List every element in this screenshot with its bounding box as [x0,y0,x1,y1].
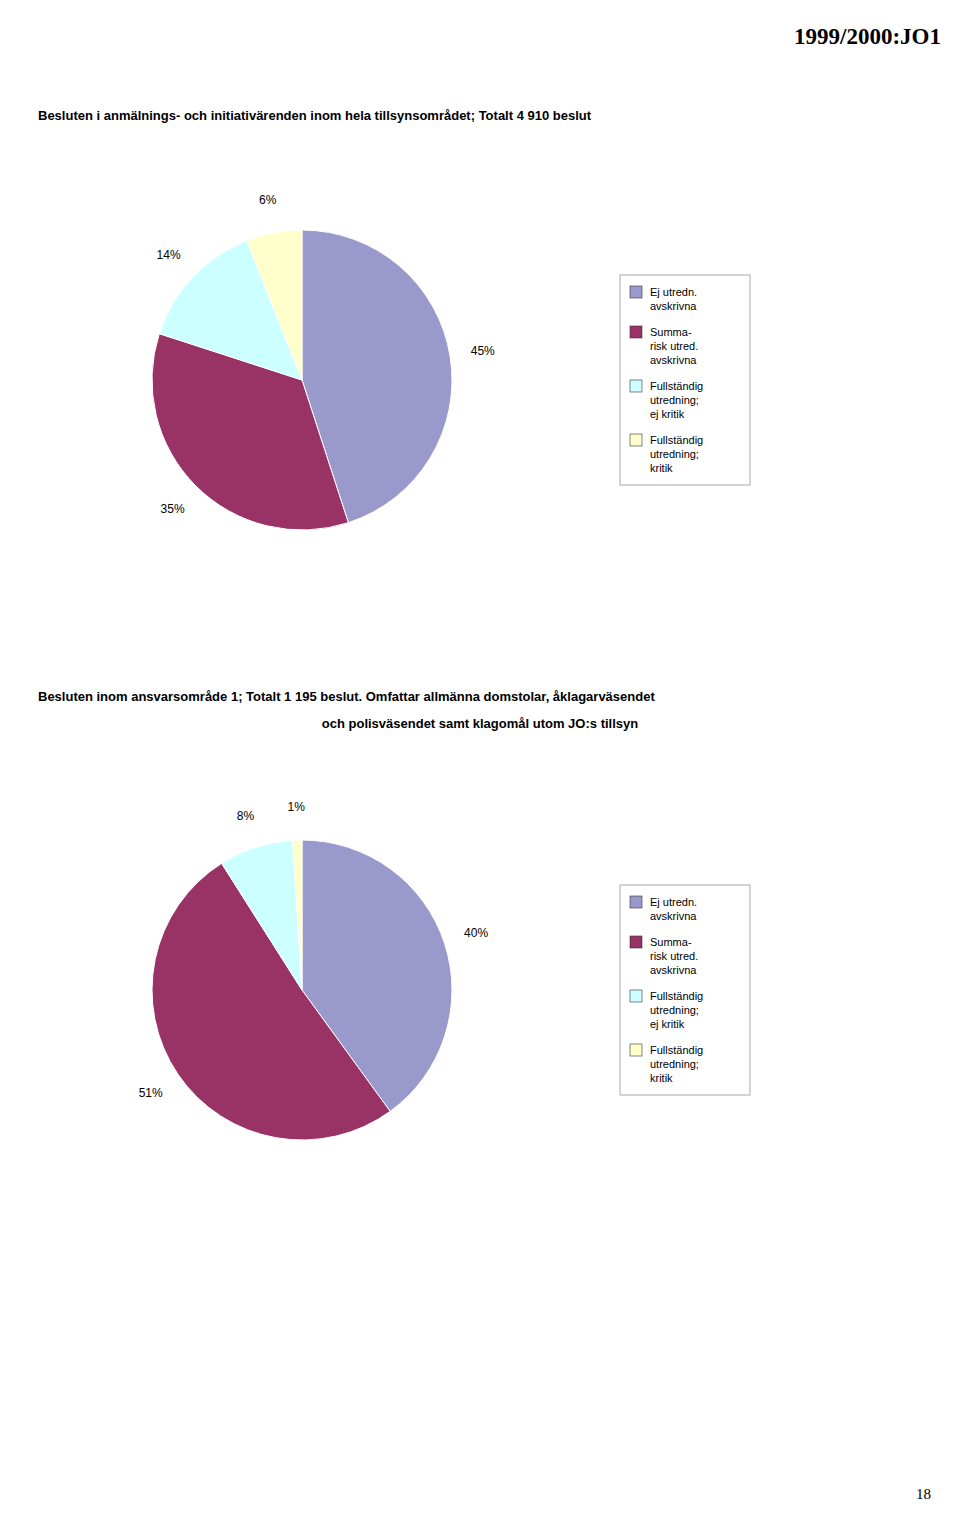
pie-slice [247,230,302,380]
chart-subtitle: och polisväsendet samt klagomål utom JO:… [322,716,638,731]
legend: Ej utredn. avskrivna Summa-risk utred. avsk… [620,885,750,1095]
legend-item: Fullständig utredning; ej kritik [630,380,703,420]
legend-frame [620,885,750,1095]
legend-item: Fullständig utredning; ej kritik [630,990,703,1030]
data-label: 6% [259,193,277,207]
legend-label-line: Summa- [650,936,692,948]
chart-title: Besluten inom ansvarsområde 1; Totalt 1 … [38,689,655,704]
header: 1999/2000:JO1 [794,24,941,49]
page: 1999/2000:JO1 18 Besluten i anmälnings- oc… [0,0,960,1517]
legend-frame [620,275,750,485]
legend-label-line: avskrivna [650,354,697,366]
legend-label-line: Summa- [650,326,692,338]
legend-swatch [630,326,642,338]
legend-label-line: avskrivna [650,964,697,976]
legend-label-line: utredning; [650,448,699,460]
legend-label-line: avskrivna [650,910,697,922]
legend-label-line: risk utred. [650,950,698,962]
legend-label-line: Fullständig [650,380,703,392]
legend-label-line: ej kritik [650,408,685,420]
legend-item: Summa-risk utred. avskrivna [630,326,698,366]
legend-label-line: risk utred. [650,340,698,352]
data-label: 51% [139,1086,163,1100]
data-label: 45% [471,344,495,358]
legend-item: Fullständig utredning; kritik [630,434,703,474]
legend-label-line: Ej utredn. [650,286,697,298]
legend-label-line: Fullständig [650,990,703,1002]
pie-slice [293,840,302,990]
legend-label: Ej utredn. avskrivna [650,896,697,922]
data-label: 1% [288,800,306,814]
legend-label-line: kritik [650,462,673,474]
data-label: 8% [237,809,255,823]
legend: Ej utredn. avskrivna Summa-risk utred. avsk… [620,275,750,485]
legend-item: Summa-risk utred. avskrivna [630,936,698,976]
legend-swatch [630,380,642,392]
legend-swatch [630,286,642,298]
legend-label: Fullständig utredning; ej kritik [650,990,703,1030]
page-number: 18 [916,1486,931,1502]
chart: Besluten i anmälnings- och initiativären… [38,108,750,530]
legend-swatch [630,936,642,948]
chart: Besluten inom ansvarsområde 1; Totalt 1 … [38,689,750,1140]
legend-item: Fullständig utredning; kritik [630,1044,703,1084]
legend-label: Summa-risk utred. avskrivna [650,326,698,366]
legend-label: Fullständig utredning; kritik [650,434,703,474]
data-label: 35% [161,502,185,516]
legend-label-line: avskrivna [650,300,697,312]
legend-label: Fullständig utredning; ej kritik [650,380,703,420]
pie: 45% 35% 14% 6% [152,193,495,530]
legend-item: Ej utredn. avskrivna [630,286,697,312]
pie: 40% 51% 8% 1% [139,800,489,1140]
legend-swatch [630,990,642,1002]
legend-label-line: kritik [650,1072,673,1084]
data-label: 14% [157,248,181,262]
legend-label-line: Ej utredn. [650,896,697,908]
legend-label: Summa-risk utred. avskrivna [650,936,698,976]
legend-label-line: Fullständig [650,434,703,446]
chart-title: Besluten i anmälnings- och initiativären… [38,108,592,123]
legend-label-line: utredning; [650,394,699,406]
legend-item: Ej utredn. avskrivna [630,896,697,922]
legend-swatch [630,434,642,446]
data-label: 40% [464,926,488,940]
legend-label-line: utredning; [650,1004,699,1016]
legend-label-line: ej kritik [650,1018,685,1030]
legend-label-line: Fullständig [650,1044,703,1056]
legend-label: Ej utredn. avskrivna [650,286,697,312]
legend-swatch [630,1044,642,1056]
legend-label: Fullständig utredning; kritik [650,1044,703,1084]
legend-swatch [630,896,642,908]
pie-slice [222,840,302,990]
legend-label-line: utredning; [650,1058,699,1070]
